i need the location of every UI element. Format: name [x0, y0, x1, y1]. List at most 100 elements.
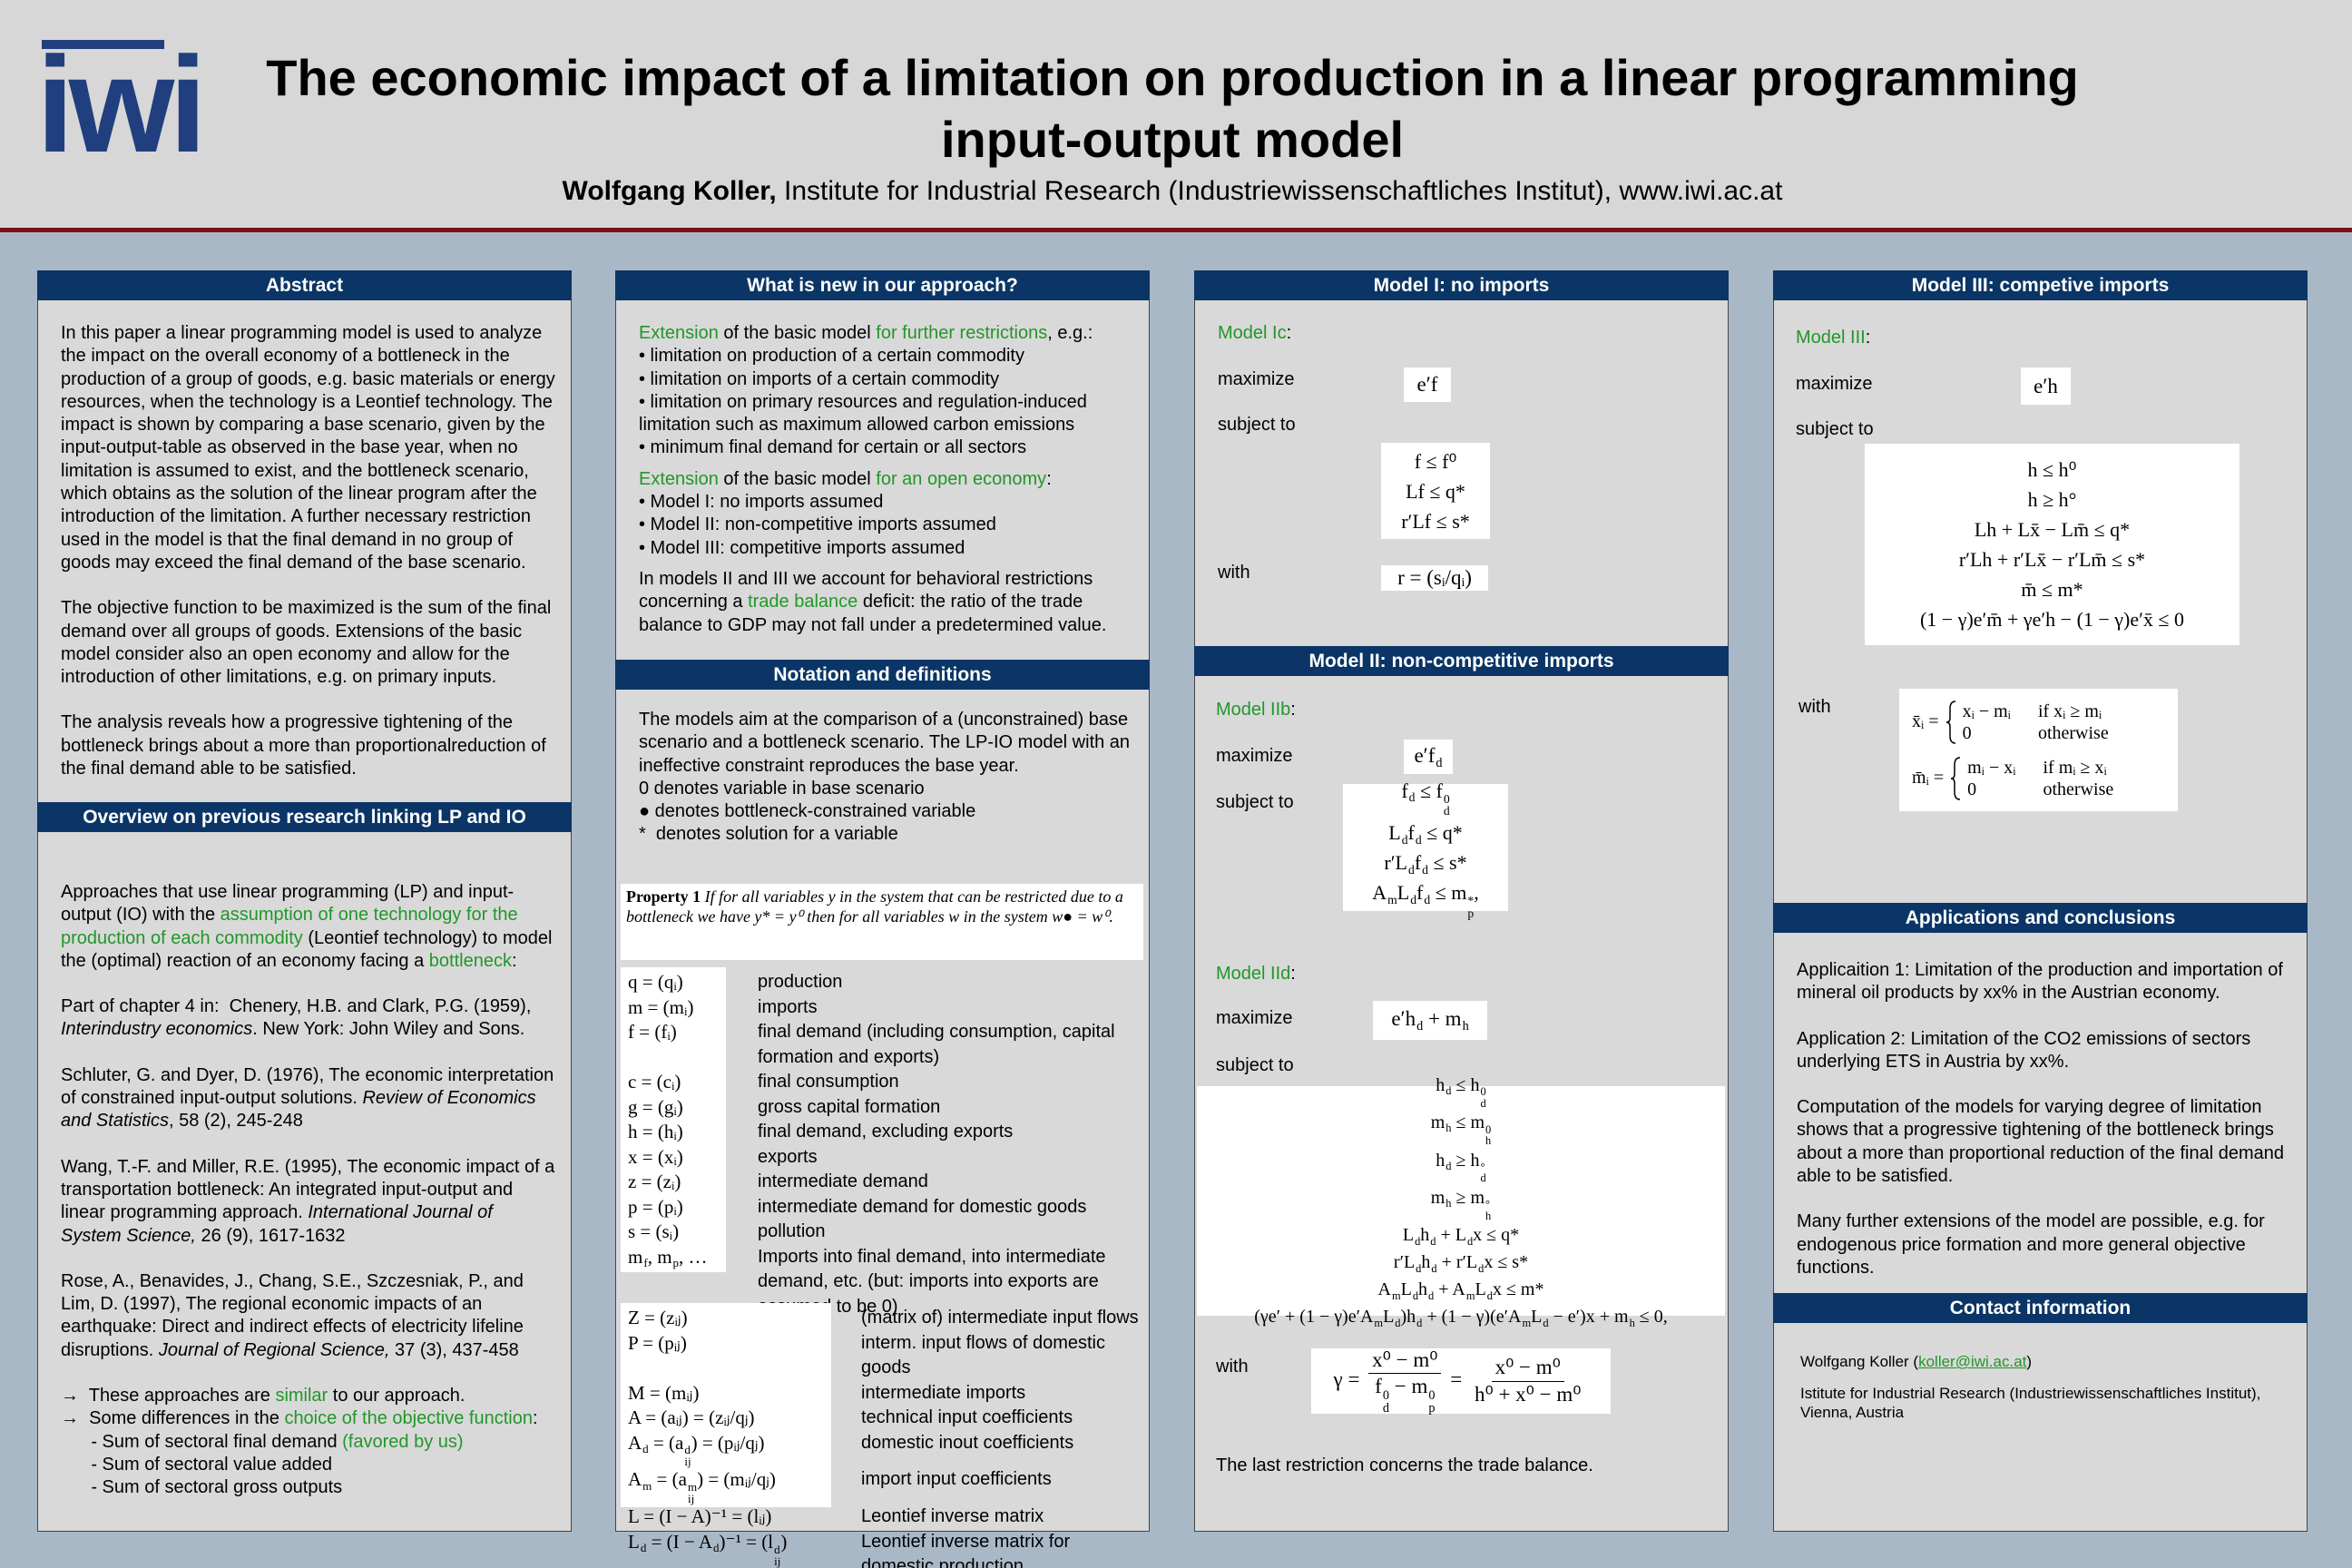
- email-link[interactable]: koller@iwi.ac.at: [1918, 1353, 2027, 1370]
- scripts: d: [1410, 894, 1416, 906]
- text-line: • limitation on production of a certain …: [639, 345, 1133, 368]
- math-text: Z = (zᵢⱼ): [628, 1307, 688, 1328]
- math-text: r = (sᵢ/qᵢ): [1397, 566, 1472, 589]
- text-line: • minimum final demand for certain or al…: [639, 436, 1133, 459]
- math-base: f: [1416, 881, 1424, 904]
- text-run: similar: [275, 1386, 328, 1406]
- section-heading: Abstract: [37, 270, 572, 300]
- constraint: h ≥ h°: [2028, 485, 2077, 514]
- subject-to-label: subject to: [1216, 792, 1294, 812]
- constraint: r′Lh + r′Lx̄ − r′Lm̄ ≤ s*: [1959, 544, 2145, 574]
- section-heading: Contact information: [1773, 1293, 2308, 1323]
- constraint: (1 − γ)e′m̄ + γe′h − (1 − γ)e′x̄ ≤ 0: [1920, 604, 2184, 634]
- math-base: h: [1421, 1252, 1431, 1273]
- text-run: for further restrictions: [876, 323, 1048, 343]
- text-run: * denotes solution for a variable: [639, 824, 898, 845]
- cases: xᵢ − mᵢ if xᵢ ≥ mᵢ 0 otherwise: [1963, 701, 2109, 744]
- symbol-cell: z = (zᵢ): [621, 1170, 758, 1195]
- math-text: x⁰ − m⁰: [1372, 1348, 1438, 1371]
- case-cell: mᵢ − xᵢ: [1967, 757, 2016, 778]
- formula: f ≤ f⁰: [1415, 450, 1457, 473]
- description: final demand, excluding exports: [758, 1122, 1014, 1142]
- superscript: m: [687, 1480, 698, 1494]
- abstract-text: In this paper a linear programming model…: [61, 322, 555, 803]
- with-label: with: [1218, 563, 1250, 583]
- subscript: h: [1485, 1134, 1492, 1148]
- text-run: Model Ic: [1218, 323, 1287, 343]
- text-line: Rose, A., Benavides, J., Chang, S.E., Sz…: [61, 1270, 555, 1362]
- subscript: ij: [687, 1492, 695, 1506]
- math-text: = (I −: [646, 1530, 699, 1553]
- notation-text: The models aim at the comparison of a (u…: [639, 709, 1133, 855]
- description: import input coefficients: [861, 1469, 1052, 1490]
- math-base: h: [1436, 1150, 1446, 1171]
- scripts: d ij: [684, 1444, 691, 1467]
- text-run: The models aim at the comparison of a (u…: [639, 710, 1135, 776]
- text-run: - Sum of sectoral gross outputs: [61, 1477, 343, 1498]
- text-run: • minimum final demand for certain or al…: [639, 437, 1027, 458]
- math-text: x̄ᵢ =: [1912, 711, 1939, 731]
- superscript: °: [1485, 1198, 1491, 1211]
- paragraph: Approaches that use linear programming (…: [61, 881, 555, 973]
- symbol-box: [621, 1303, 831, 1507]
- scripts: d: [1409, 791, 1416, 804]
- math-text: ) = (pᵢⱼ/qⱼ): [691, 1431, 765, 1454]
- math-base: L: [1403, 1252, 1416, 1273]
- math-base: m: [657, 1245, 672, 1268]
- text-line: - Sum of sectoral gross outputs: [61, 1476, 555, 1499]
- math-symbol: h ° d: [1470, 1151, 1485, 1184]
- formula: e′f: [1417, 373, 1438, 397]
- math-text: = (: [652, 1468, 679, 1491]
- subscript: d: [1431, 1261, 1437, 1275]
- text-run: :: [1290, 964, 1296, 984]
- text-line: Extension of the basic model for an open…: [639, 468, 1133, 491]
- formula: h = (hᵢ): [628, 1121, 683, 1142]
- paragraph: Extension of the basic model for further…: [639, 322, 1133, 460]
- text-run: of the basic model: [718, 323, 877, 343]
- math-text: ≤ 0,: [1634, 1307, 1668, 1328]
- text-run: Review of Economics and Statistics: [61, 1088, 542, 1132]
- formula: x⁰ − m⁰: [1495, 1356, 1561, 1378]
- text-run: 37 (3), 437-458: [389, 1339, 519, 1360]
- text-line: * denotes solution for a variable: [639, 823, 1133, 846]
- maximize-label: maximize: [1218, 369, 1295, 389]
- text-line: Applicaition 1: Limitation of the produc…: [1797, 959, 2287, 1005]
- text-run: Rose, A., Benavides, J., Chang, S.E., Sz…: [61, 1270, 529, 1360]
- case-cell: otherwise: [2037, 722, 2109, 743]
- math-text: f ≤ f⁰: [1414, 449, 1457, 473]
- subscript: d: [1382, 1401, 1389, 1416]
- scripts: d: [1428, 1289, 1434, 1301]
- text-run: → Some differences in the: [61, 1408, 285, 1429]
- paragraph: Schluter, G. and Dyer, D. (1976), The ec…: [61, 1064, 555, 1133]
- symbol-cell: Z = (zᵢⱼ): [621, 1306, 861, 1331]
- math-text: m̄ ≤ m*: [2021, 578, 2083, 601]
- text-run: • limitation on production of a certain …: [639, 346, 1024, 367]
- text-line: Application 2: Limitation of the CO2 emi…: [1797, 1028, 2287, 1074]
- formula: r′L d f d ≤ s*: [1384, 851, 1466, 876]
- notation-row: A = (aᵢⱼ) = (zᵢⱼ/qⱼ) technical input coef…: [621, 1406, 1142, 1431]
- subscript: h: [1446, 1122, 1452, 1135]
- scripts: f: [643, 1257, 647, 1269]
- math-base: f: [1414, 851, 1422, 874]
- math-text: Lh + Lx̄ − Lm̄ ≤ q*: [1974, 518, 2131, 541]
- cases: mᵢ − xᵢ if mᵢ ≥ xᵢ 0 otherwise: [1967, 757, 2113, 800]
- case-cell: 0: [1962, 722, 1972, 743]
- subscript: d: [1443, 804, 1450, 818]
- scripts: d: [1446, 1160, 1451, 1171]
